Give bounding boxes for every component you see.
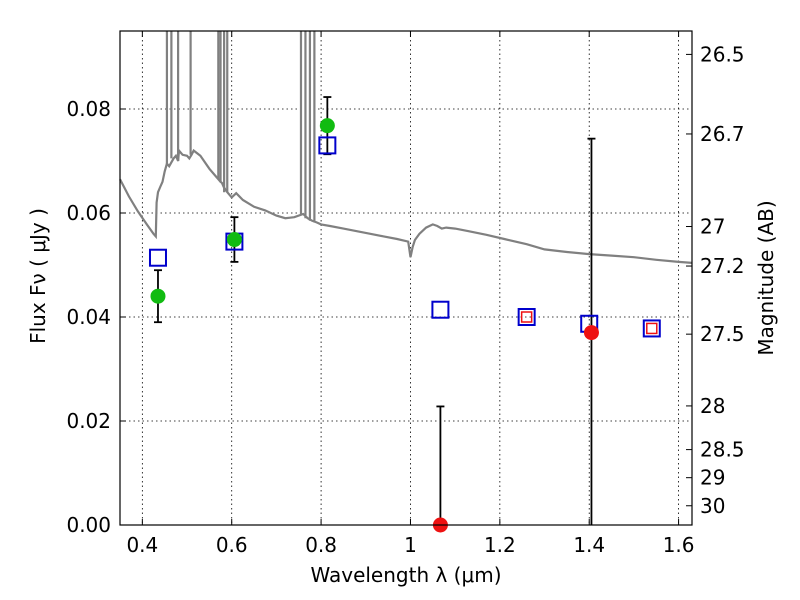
- right-axis-title: Magnitude (AB): [754, 200, 778, 355]
- mag-tick-label: 29: [700, 466, 725, 490]
- mag-tick-label: 30: [700, 494, 725, 518]
- sed-model-curve: [119, 31, 693, 264]
- model-flux-square: [642, 319, 661, 338]
- data-point: [319, 118, 335, 134]
- y-tick-label: 0.02: [66, 409, 111, 433]
- x-tick-label: 0.4: [126, 533, 158, 557]
- mag-tick-label: 27: [700, 215, 725, 239]
- model-upper-square: [646, 322, 658, 335]
- x-tick-label: 1: [404, 533, 417, 557]
- mag-tick-label: 26.5: [700, 42, 745, 66]
- y-axis-title: Flux Fν ( μJy ): [26, 208, 50, 344]
- mag-tick-label: 26.7: [700, 122, 745, 146]
- model-flux-square: [148, 248, 167, 267]
- x-tick-label: 0.8: [305, 533, 337, 557]
- x-axis-ticks: 0.4 0.6 0.8 1 1.2 1.4 1.6: [126, 31, 695, 557]
- x-tick-label: 0.6: [216, 533, 248, 557]
- model-flux-square: [431, 300, 450, 319]
- mag-tick-label: 27.2: [700, 254, 745, 278]
- x-tick-label: 1.4: [573, 533, 605, 557]
- mag-tick-label: 27.5: [700, 322, 745, 346]
- mag-tick-label: 28.5: [700, 438, 745, 462]
- data-markers: [148, 118, 661, 533]
- y-tick-label: 0.08: [66, 97, 111, 121]
- x-tick-label: 1.2: [484, 533, 516, 557]
- plot-background: [120, 31, 692, 525]
- magnitude-axis-ticks: 26.5 26.7 27 27.2 27.5 28 28.5 29 30: [686, 42, 745, 518]
- x-tick-label: 1.6: [663, 533, 695, 557]
- sed-line: [119, 147, 693, 264]
- x-axis-title: Wavelength λ (μm): [310, 563, 501, 587]
- y-tick-label: 0.00: [66, 513, 111, 537]
- data-point: [226, 232, 242, 248]
- model-flux-square: [517, 308, 536, 326]
- mag-tick-label: 28: [700, 394, 725, 418]
- plot-frame: [119, 30, 693, 526]
- y-axis-ticks: 0.00 0.02 0.04 0.06 0.08: [66, 97, 126, 537]
- model-flux-square: [318, 136, 337, 155]
- data-point: [583, 325, 599, 341]
- model-upper-square: [520, 311, 533, 323]
- y-tick-label: 0.04: [66, 305, 111, 329]
- y-tick-label: 0.06: [66, 201, 111, 225]
- data-point: [150, 288, 166, 304]
